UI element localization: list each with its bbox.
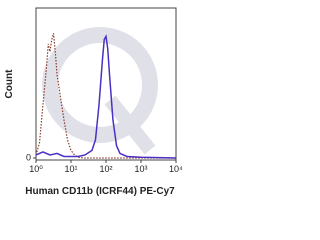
x-tick-label: 10⁴: [169, 164, 183, 174]
y-axis-title: Count: [4, 69, 15, 99]
series-line: [35, 33, 176, 159]
x-axis-title: Human CD11b (ICRF44) PE-Cy7: [25, 186, 175, 197]
x-tick-label: 10³: [134, 164, 147, 174]
chart: Count Human CD11b (ICRF44) PE-Cy7 10⁰ 10¹…: [4, 7, 183, 197]
x-tick-label: 10¹: [64, 164, 77, 174]
x-tick-label: 10²: [99, 164, 112, 174]
y-tick-label: 0: [26, 152, 31, 162]
series-line: [35, 34, 177, 159]
watermark: [42, 27, 158, 155]
x-tick-label: 10⁰: [29, 164, 43, 174]
